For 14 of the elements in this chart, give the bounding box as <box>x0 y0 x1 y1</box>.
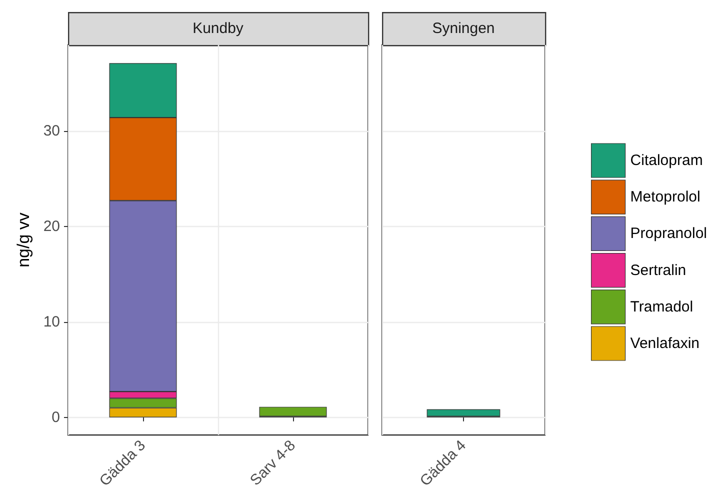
chart-title: Syningen <box>432 20 495 37</box>
chart-title: Kundby <box>192 20 244 37</box>
legend-label: Sertralin <box>630 262 686 279</box>
legend-label: Tramadol <box>630 298 694 316</box>
y-tick-label: 10 <box>43 313 60 330</box>
legend-label: Citalopram <box>630 152 703 169</box>
legend-label: Metoprolol <box>630 188 700 206</box>
y-tick-label: 30 <box>43 122 60 140</box>
y-tick-label: 0 <box>52 408 60 426</box>
x-tick-label: Sarv 4-8 <box>246 436 300 490</box>
legend-label: Venlafaxin <box>630 335 700 352</box>
y-tick-label: 20 <box>43 218 60 235</box>
y-axis-title: ng/g vv <box>14 212 33 268</box>
legend-label: Propranolol <box>630 225 708 242</box>
